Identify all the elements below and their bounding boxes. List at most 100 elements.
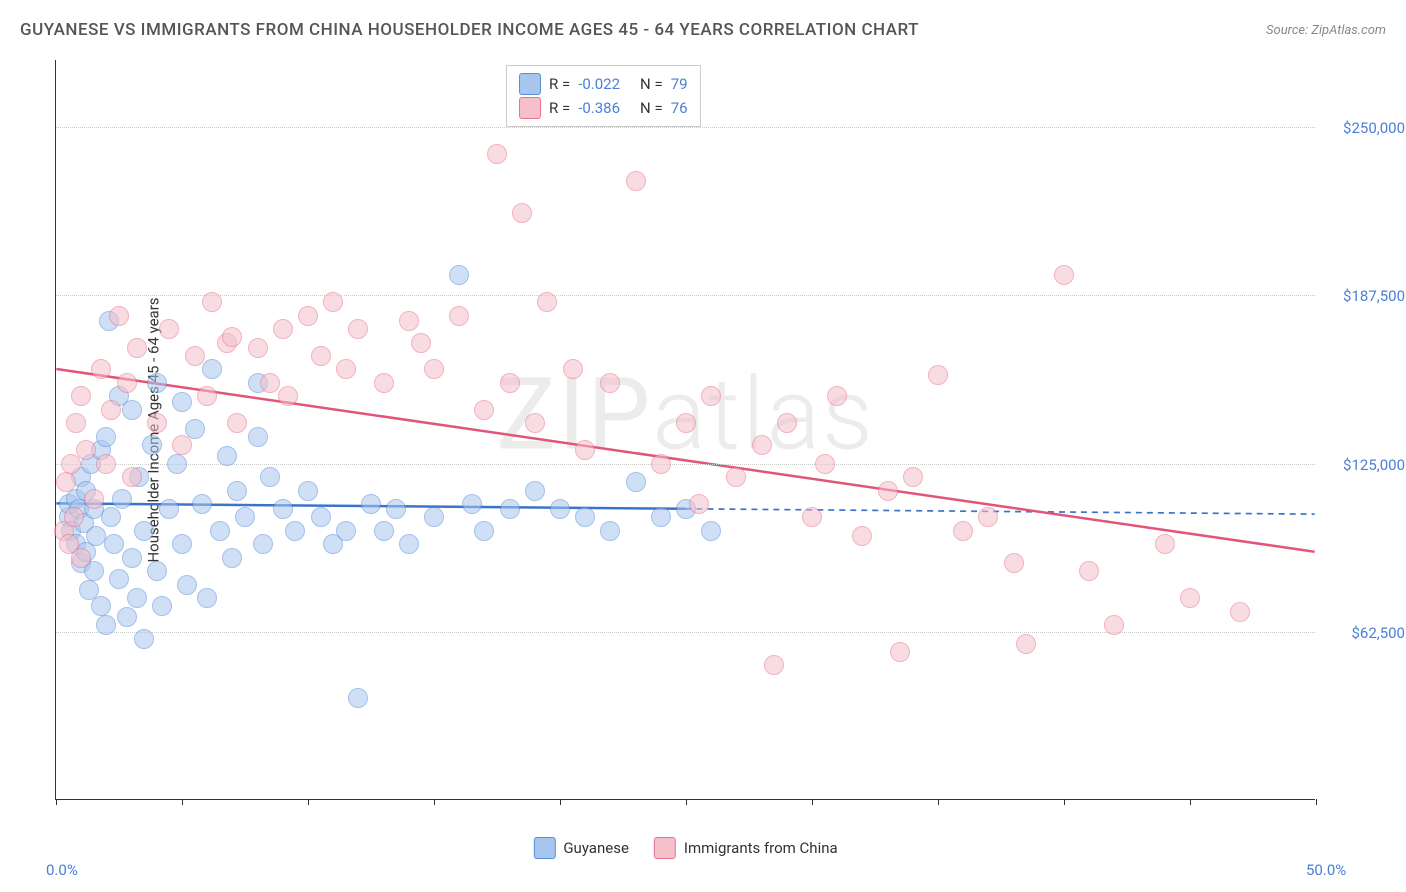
data-point (1104, 615, 1124, 635)
data-point (227, 481, 247, 501)
data-point (449, 265, 469, 285)
data-point (374, 373, 394, 393)
gridline: $250,000 (56, 127, 1315, 128)
data-point (56, 472, 76, 492)
data-point (185, 346, 205, 366)
data-point (1054, 265, 1074, 285)
data-point (978, 507, 998, 527)
data-point (348, 319, 368, 339)
x-tick (56, 799, 57, 805)
data-point (127, 588, 147, 608)
data-point (66, 413, 86, 433)
data-point (202, 359, 222, 379)
data-point (701, 386, 721, 406)
data-point (474, 400, 494, 420)
data-point (222, 548, 242, 568)
plot-area: ZIPatlas Householder Income Ages 45 - 64… (55, 60, 1315, 800)
data-point (563, 359, 583, 379)
data-point (71, 548, 91, 568)
data-point (122, 548, 142, 568)
data-point (84, 489, 104, 509)
data-point (374, 521, 394, 541)
data-point (651, 454, 671, 474)
correlation-legend-row: R = -0.022 N = 79 (519, 72, 688, 96)
data-point (278, 386, 298, 406)
data-point (248, 338, 268, 358)
data-point (273, 499, 293, 519)
data-point (802, 507, 822, 527)
data-point (134, 521, 154, 541)
x-tick (938, 799, 939, 805)
data-point (210, 521, 230, 541)
x-tick (308, 799, 309, 805)
y-tick-label: $250,000 (1325, 119, 1405, 137)
data-point (726, 467, 746, 487)
correlation-legend-row: R = -0.386 N = 76 (519, 96, 688, 120)
y-tick-label: $62,500 (1325, 624, 1405, 642)
x-tick (1316, 799, 1317, 805)
correlation-legend: R = -0.022 N = 79 R = -0.386 N = 76 (506, 65, 701, 127)
data-point (752, 435, 772, 455)
data-point (122, 467, 142, 487)
data-point (1004, 553, 1024, 573)
chart-title: GUYANESE VS IMMIGRANTS FROM CHINA HOUSEH… (20, 20, 919, 40)
data-point (525, 413, 545, 433)
y-tick-label: $187,500 (1325, 287, 1405, 305)
data-point (764, 655, 784, 675)
data-point (172, 435, 192, 455)
y-tick-label: $125,000 (1325, 456, 1405, 474)
data-point (167, 454, 187, 474)
data-point (159, 499, 179, 519)
data-point (575, 440, 595, 460)
data-point (311, 346, 331, 366)
x-tick (812, 799, 813, 805)
data-point (227, 413, 247, 433)
data-point (878, 481, 898, 501)
data-point (890, 642, 910, 662)
data-point (815, 454, 835, 474)
x-tick (1064, 799, 1065, 805)
x-tick-label: 50.0% (1306, 861, 1346, 879)
data-point (424, 507, 444, 527)
x-tick (434, 799, 435, 805)
data-point (953, 521, 973, 541)
data-point (424, 359, 444, 379)
data-point (500, 499, 520, 519)
data-point (777, 413, 797, 433)
x-tick (686, 799, 687, 805)
data-point (600, 521, 620, 541)
data-point (172, 392, 192, 412)
x-tick (560, 799, 561, 805)
data-point (512, 203, 532, 223)
data-point (197, 588, 217, 608)
x-tick (1190, 799, 1191, 805)
data-point (600, 373, 620, 393)
data-point (651, 507, 671, 527)
data-point (386, 499, 406, 519)
data-point (104, 534, 124, 554)
data-point (1180, 588, 1200, 608)
data-point (147, 561, 167, 581)
data-point (134, 629, 154, 649)
data-point (177, 575, 197, 595)
data-point (273, 319, 293, 339)
data-point (550, 499, 570, 519)
data-point (575, 507, 595, 527)
data-point (91, 596, 111, 616)
data-point (676, 413, 696, 433)
data-point (701, 521, 721, 541)
data-point (117, 373, 137, 393)
data-point (127, 338, 147, 358)
data-point (298, 481, 318, 501)
data-point (827, 386, 847, 406)
data-point (928, 365, 948, 385)
data-point (903, 467, 923, 487)
data-point (147, 413, 167, 433)
data-point (336, 359, 356, 379)
series-legend: GuyaneseImmigrants from China (533, 837, 837, 859)
data-point (336, 521, 356, 541)
data-point (361, 494, 381, 514)
data-point (96, 615, 116, 635)
data-point (1155, 534, 1175, 554)
data-point (1079, 561, 1099, 581)
